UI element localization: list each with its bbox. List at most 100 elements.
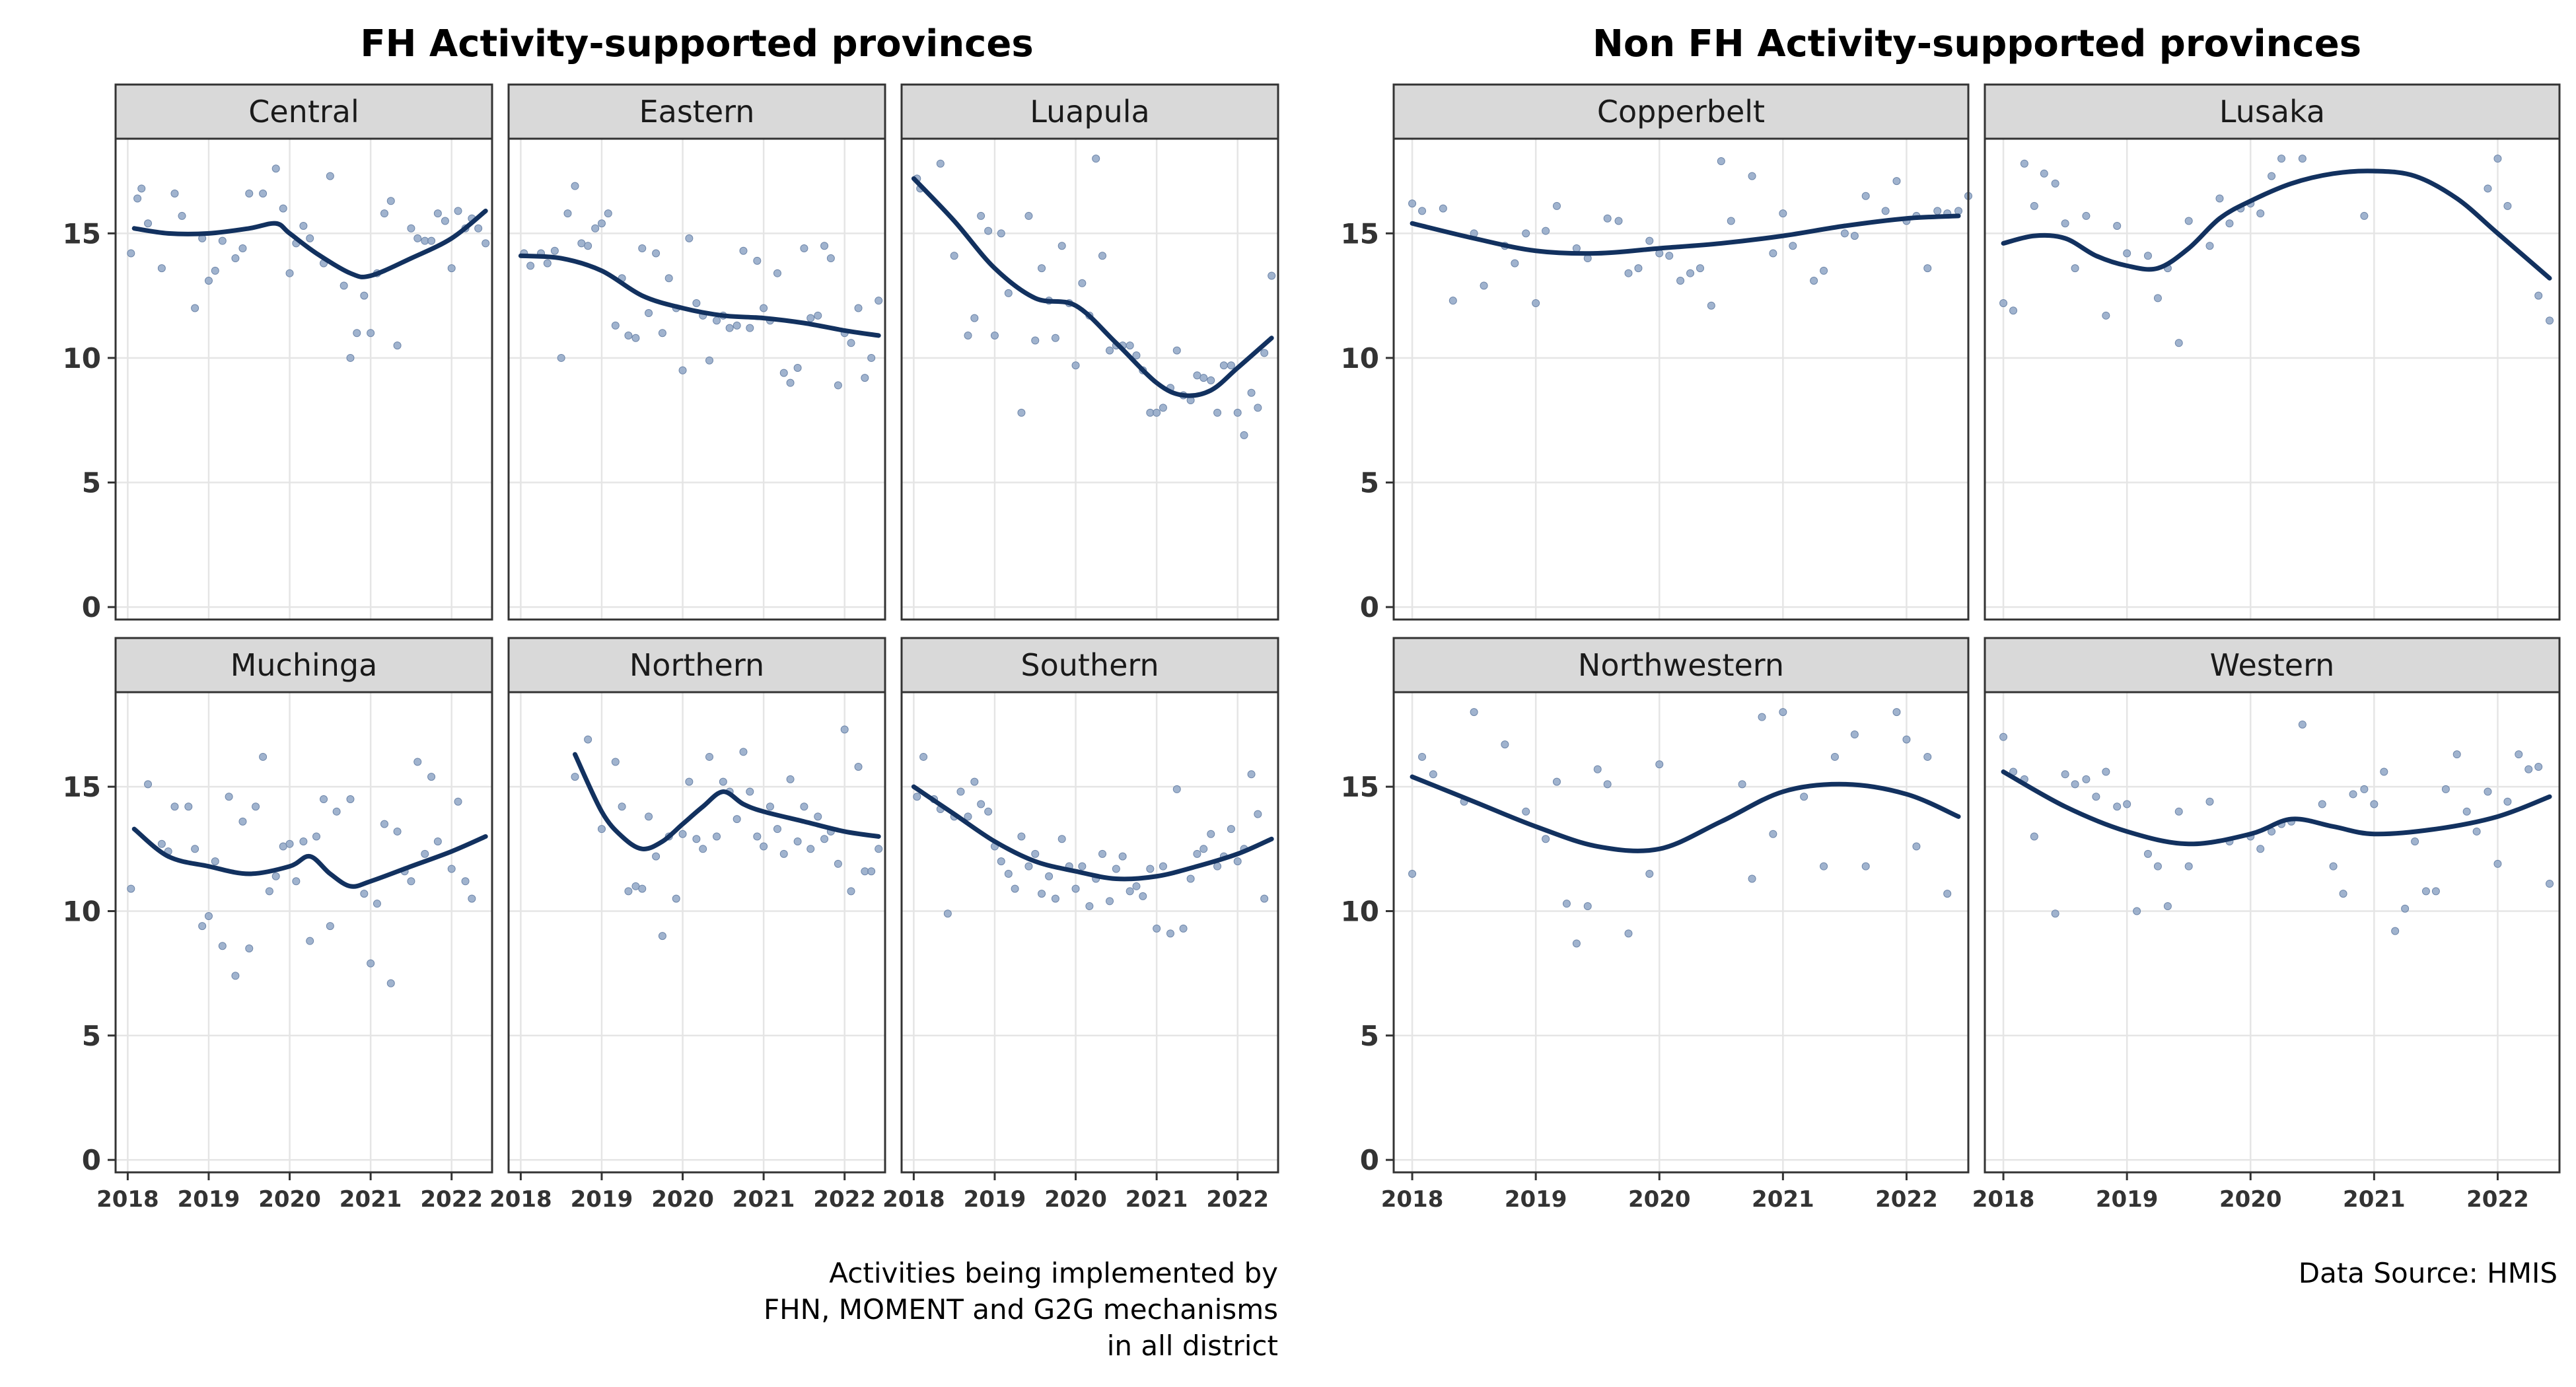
data-point [977, 211, 985, 220]
trend-line-eastern [518, 253, 881, 338]
data-point [2339, 890, 2347, 898]
data-point [611, 321, 620, 330]
data-point [271, 872, 280, 880]
data-point [746, 787, 754, 796]
data-point [692, 835, 701, 843]
data-point [638, 884, 647, 893]
strip-label-luapula: Luapula [1030, 94, 1149, 129]
data-point [346, 353, 355, 362]
data-point [447, 865, 456, 873]
data-point [970, 777, 979, 786]
data-point [1645, 236, 1654, 245]
data-point [1850, 232, 1859, 240]
data-point [1552, 777, 1561, 786]
data-point [1748, 172, 1756, 180]
data-point [157, 264, 166, 273]
x-tick-label: 2022 [813, 1186, 876, 1213]
data-point [2113, 222, 2122, 231]
data-point [1126, 887, 1134, 896]
data-point [753, 832, 762, 841]
data-point [1562, 900, 1571, 908]
x-tick-label: 2022 [1206, 1186, 1269, 1213]
data-point [413, 234, 422, 242]
y-tick-label: 10 [63, 895, 101, 927]
data-point [2431, 887, 2440, 896]
data-point [178, 211, 186, 220]
data-point [2441, 785, 2450, 793]
data-point [597, 825, 606, 834]
strip-label-copperbelt: Copperbelt [1597, 94, 1765, 129]
data-point [447, 264, 456, 273]
data-point [2546, 880, 2554, 888]
data-point [1583, 902, 1592, 910]
data-point [427, 236, 436, 245]
data-point [225, 793, 233, 801]
data-point [1954, 207, 1963, 215]
data-point [1511, 259, 1519, 267]
data-point [312, 832, 320, 841]
panel-border-western [1984, 691, 2561, 1174]
data-point [231, 972, 240, 980]
data-point [753, 256, 762, 265]
data-point [2534, 763, 2543, 771]
data-point [685, 777, 694, 786]
group-title-non-fh-supported: Non FH Activity-supported provinces [1592, 22, 2361, 65]
data-point [1031, 849, 1040, 858]
data-point [1011, 884, 1019, 893]
data-point [204, 912, 213, 921]
data-point [1038, 264, 1046, 273]
data-point [238, 817, 247, 826]
data-point [970, 314, 979, 322]
data-point [800, 244, 808, 252]
x-tick-label: 2018 [489, 1186, 552, 1213]
caption-activities: Activities being implemented by FHN, MOM… [764, 1257, 1278, 1362]
data-point [306, 234, 314, 242]
data-point [1769, 830, 1777, 838]
data-point [1132, 882, 1141, 890]
data-point [1912, 842, 1921, 851]
data-point [2051, 909, 2059, 918]
x-tick-label: 2020 [258, 1186, 321, 1213]
data-point [1572, 939, 1581, 948]
data-point [733, 815, 741, 824]
data-point [1078, 862, 1087, 871]
data-point [1071, 361, 1080, 370]
trend-line-northwestern [1410, 774, 1961, 853]
caption-line-3: in all district [1107, 1330, 1278, 1362]
data-point [699, 845, 707, 853]
data-point [346, 795, 355, 803]
data-point [170, 802, 179, 811]
data-point [685, 234, 694, 242]
data-point [2360, 785, 2369, 793]
data-point [427, 773, 436, 781]
x-tick-label: 2020 [1628, 1186, 1691, 1213]
data-point [2546, 316, 2554, 325]
data-point [454, 207, 462, 215]
data-point [1449, 297, 1457, 305]
data-point [252, 802, 260, 811]
data-point [2123, 800, 2131, 808]
data-point [279, 204, 287, 213]
data-point [591, 224, 600, 232]
strip-label-northwestern: Northwestern [1578, 647, 1784, 683]
data-point [1542, 835, 1550, 843]
trend-line-northern [573, 752, 881, 851]
data-point [1085, 902, 1094, 910]
panel-border-lusaka [1984, 137, 2561, 621]
data-point [1159, 404, 1167, 412]
data-point [2401, 904, 2410, 913]
data-point [218, 236, 227, 245]
data-point [779, 369, 788, 377]
panel-border-central [114, 137, 493, 621]
data-point [793, 364, 802, 373]
data-point [2082, 775, 2091, 783]
data-point [2184, 217, 2193, 225]
data-point [604, 209, 612, 218]
data-point [692, 299, 701, 307]
data-point [360, 890, 369, 898]
data-point [739, 246, 748, 255]
y-tick-label: 15 [1341, 217, 1379, 250]
data-point [2484, 787, 2492, 796]
data-point [393, 827, 402, 836]
data-point [2391, 927, 2400, 935]
